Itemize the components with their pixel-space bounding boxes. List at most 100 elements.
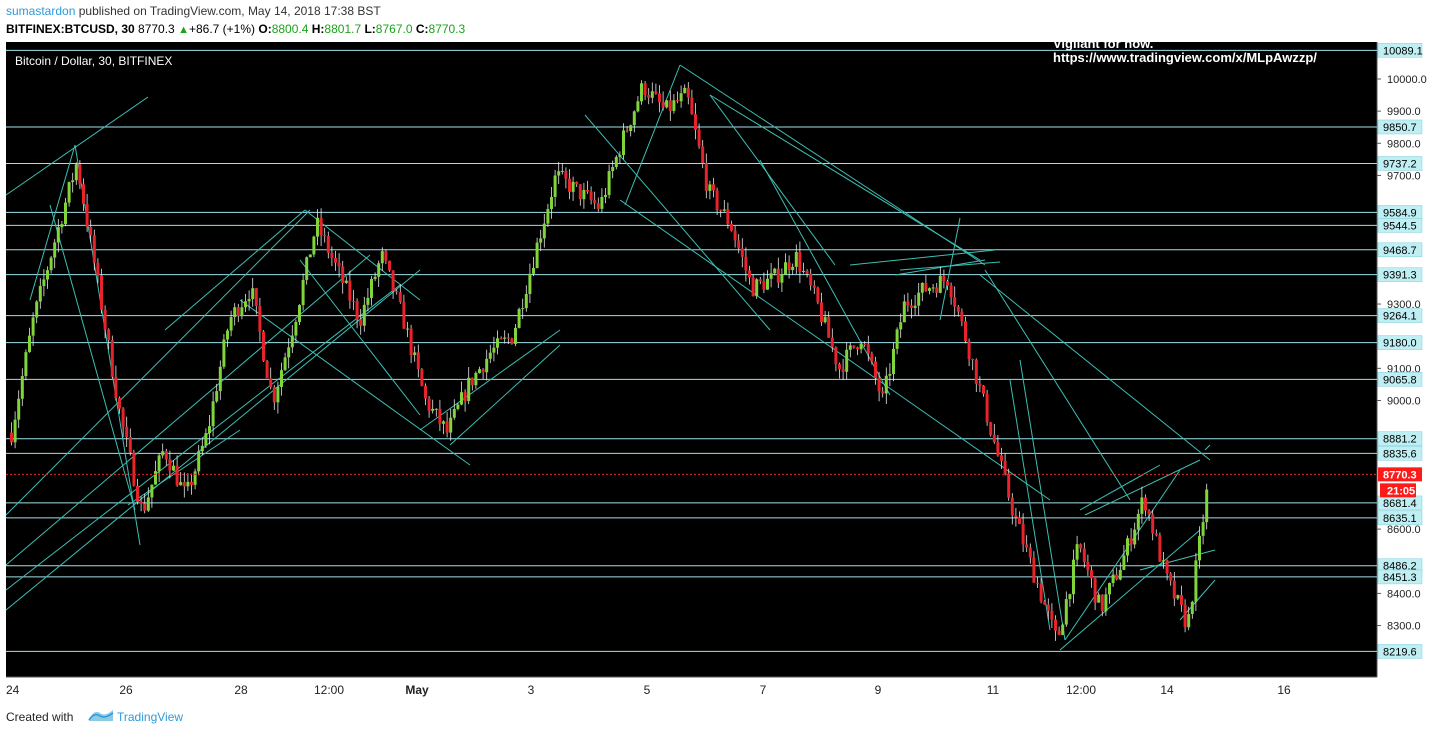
trend-line[interactable] bbox=[5, 96, 149, 196]
candle-down bbox=[1183, 604, 1187, 628]
trend-line[interactable] bbox=[239, 299, 471, 466]
candle-down bbox=[262, 331, 265, 361]
candle-down bbox=[964, 321, 967, 342]
candle-down bbox=[254, 288, 258, 306]
level-label: 9065.8 bbox=[1383, 374, 1417, 386]
candle-up bbox=[1176, 595, 1180, 599]
tradingview-brand-link[interactable]: TradingView bbox=[117, 710, 184, 724]
candle-up bbox=[204, 433, 208, 446]
candle-down bbox=[586, 189, 589, 192]
candle-down bbox=[424, 385, 427, 399]
candle-down bbox=[942, 275, 946, 282]
trend-line[interactable] bbox=[29, 144, 76, 301]
candle-up bbox=[553, 175, 557, 197]
candle-down bbox=[971, 359, 975, 361]
level-label: 9468.7 bbox=[1383, 245, 1417, 257]
candle-down bbox=[625, 130, 629, 132]
trend-line[interactable] bbox=[5, 209, 311, 516]
candle-down bbox=[956, 306, 960, 312]
candle-up bbox=[377, 263, 381, 277]
candle-up bbox=[1097, 594, 1101, 603]
candle-down bbox=[906, 301, 910, 306]
candle-down bbox=[852, 345, 856, 348]
level-label: 9544.5 bbox=[1383, 220, 1417, 232]
trend-line[interactable] bbox=[624, 64, 681, 206]
candle-up bbox=[503, 337, 507, 339]
price-chart[interactable]: Bitcoin / Dollar, 30, BITFINEX Vigilant f… bbox=[0, 42, 1439, 697]
candle-down bbox=[830, 337, 834, 348]
candle-down bbox=[974, 359, 978, 384]
candle-up bbox=[1108, 583, 1111, 595]
candle-down bbox=[96, 262, 100, 276]
trend-line[interactable] bbox=[1139, 549, 1216, 571]
candle-down bbox=[841, 369, 845, 372]
trend-line[interactable] bbox=[1084, 459, 1201, 516]
candle-up bbox=[298, 305, 301, 322]
candle-down bbox=[341, 266, 345, 283]
trend-line[interactable] bbox=[1059, 529, 1201, 651]
trend-line[interactable] bbox=[849, 249, 996, 266]
x-tick-label: 3 bbox=[528, 683, 535, 697]
countdown-label: 21:05 bbox=[1387, 485, 1415, 497]
trend-line[interactable] bbox=[1204, 444, 1211, 451]
candle-up bbox=[380, 251, 384, 264]
candle-up bbox=[535, 242, 539, 269]
candle-down bbox=[798, 252, 802, 272]
candle-down bbox=[1180, 595, 1183, 605]
trend-line[interactable] bbox=[1064, 469, 1181, 641]
trend-line[interactable] bbox=[49, 204, 136, 511]
candle-up bbox=[524, 293, 528, 309]
trend-line[interactable] bbox=[984, 269, 1131, 501]
candle-up bbox=[550, 196, 553, 210]
candle-down bbox=[838, 364, 841, 370]
author-link[interactable]: sumastardon bbox=[6, 4, 76, 18]
trend-line[interactable] bbox=[584, 114, 771, 331]
candle-up bbox=[35, 301, 39, 318]
candle-up bbox=[240, 307, 244, 316]
trend-line[interactable] bbox=[304, 209, 421, 301]
trend-line[interactable] bbox=[127, 429, 241, 506]
trend-line[interactable] bbox=[709, 94, 836, 266]
candle-down bbox=[1057, 630, 1061, 635]
candle-down bbox=[1000, 455, 1003, 461]
y-tick-label: 9000.0 bbox=[1387, 395, 1421, 407]
candle-up bbox=[604, 194, 607, 197]
candle-down bbox=[1129, 538, 1133, 545]
level-label: 8635.1 bbox=[1383, 513, 1417, 525]
candle-down bbox=[874, 361, 877, 379]
trend-line[interactable] bbox=[1019, 359, 1066, 641]
candle-up bbox=[38, 286, 42, 302]
trend-line[interactable] bbox=[939, 217, 961, 321]
trend-line[interactable] bbox=[419, 329, 561, 431]
candle-up bbox=[938, 275, 942, 293]
candle-up bbox=[920, 282, 924, 293]
candle-up bbox=[560, 170, 564, 172]
trend-line[interactable] bbox=[5, 284, 401, 591]
trend-line[interactable] bbox=[299, 259, 421, 416]
candle-up bbox=[215, 391, 219, 402]
trend-line[interactable] bbox=[709, 94, 981, 261]
candle-down bbox=[409, 328, 413, 356]
trend-line[interactable] bbox=[979, 274, 1211, 461]
candle-down bbox=[1158, 535, 1162, 562]
tradingview-logo-icon[interactable] bbox=[88, 708, 114, 722]
candle-down bbox=[438, 408, 442, 424]
candle-up bbox=[434, 408, 438, 410]
candle-up bbox=[485, 358, 489, 373]
trend-line[interactable] bbox=[5, 254, 371, 566]
x-tick-label: 12:00 bbox=[1066, 683, 1096, 697]
plot-area[interactable] bbox=[6, 42, 1377, 677]
candle-up bbox=[546, 209, 550, 224]
candle-up bbox=[884, 375, 888, 394]
time-axis-area[interactable] bbox=[6, 677, 1377, 697]
candle-down bbox=[269, 378, 273, 388]
trend-line[interactable] bbox=[1009, 379, 1051, 631]
trend-line[interactable] bbox=[899, 261, 1001, 271]
candle-up bbox=[845, 349, 849, 372]
trend-line[interactable] bbox=[1079, 464, 1161, 511]
trend-line[interactable] bbox=[449, 344, 561, 446]
candle-down bbox=[319, 217, 323, 236]
publish-info: sumastardon published on TradingView.com… bbox=[6, 4, 381, 18]
candle-down bbox=[812, 285, 816, 288]
trend-line[interactable] bbox=[164, 209, 306, 331]
